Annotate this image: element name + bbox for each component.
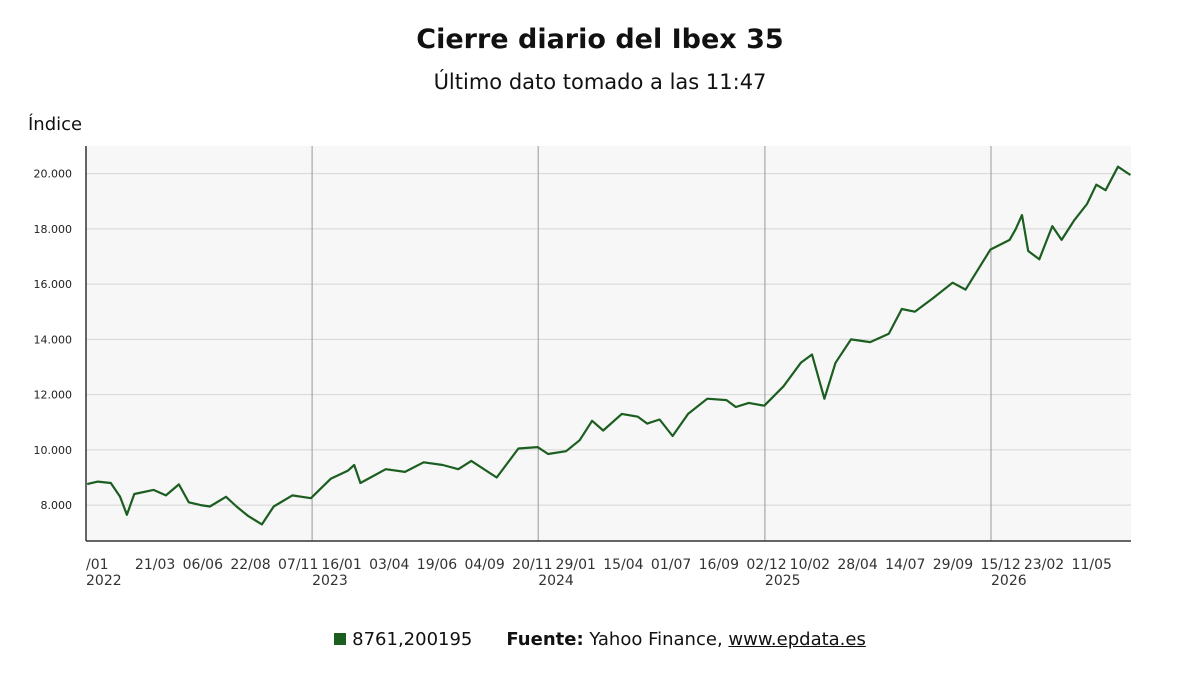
y-tick-label: 10.000 bbox=[34, 444, 73, 457]
x-tick-label: 06/06 bbox=[183, 557, 223, 573]
y-tick-label: 18.000 bbox=[34, 223, 73, 236]
series-line bbox=[86, 165, 1132, 526]
x-tick-label: 02/12 bbox=[746, 557, 786, 573]
x-tick-label: 10/02 bbox=[790, 557, 830, 573]
x-tick-label: 15/04 bbox=[603, 557, 643, 573]
x-tick-label: 28/04 bbox=[837, 557, 877, 573]
y-tick-label: 12.000 bbox=[34, 389, 73, 402]
x-tick-label: 19/06 bbox=[417, 557, 457, 573]
x-year-label: 2025 bbox=[765, 573, 801, 589]
x-tick-label: 04/09 bbox=[464, 557, 504, 573]
x-year-label: 2022 bbox=[86, 573, 122, 589]
x-year-label: 2024 bbox=[538, 573, 574, 589]
source-text: Yahoo Finance, bbox=[589, 629, 723, 650]
legend-label: 8761,200195 bbox=[352, 629, 473, 650]
legend-swatch bbox=[334, 633, 347, 645]
plot-area bbox=[86, 146, 1131, 541]
x-year-label: 2026 bbox=[991, 573, 1027, 589]
x-tick-label: 14/07 bbox=[885, 557, 925, 573]
x-tick-label: 23/02 bbox=[1024, 557, 1064, 573]
source-label: Fuente: bbox=[506, 629, 584, 650]
x-tick-label: 29/01 bbox=[556, 557, 596, 573]
y-axis-label: Índice bbox=[28, 114, 83, 135]
x-tick-label: 20/11 bbox=[512, 557, 552, 573]
x-tick-label: /01 bbox=[86, 557, 109, 573]
chart-footer: 8761,200195 Fuente: Yahoo Finance, www.ep… bbox=[0, 629, 1200, 650]
chart-subtitle: Último dato tomado a las 11:47 bbox=[433, 70, 767, 94]
y-tick-label: 16.000 bbox=[34, 278, 73, 291]
line-chart: 8.000 10.000 12.000 14.000 16.000 18.000 20.00… bbox=[34, 146, 1132, 589]
x-tick-label: 29/09 bbox=[933, 557, 973, 573]
y-tick-label: 14.000 bbox=[34, 333, 73, 346]
x-year-label: 2023 bbox=[312, 573, 348, 589]
chart-title: Cierre diario del Ibex 35 bbox=[416, 24, 784, 55]
x-tick-label: 16/01 bbox=[321, 557, 361, 573]
x-tick-label: 22/08 bbox=[230, 557, 270, 573]
x-tick-label: 16/09 bbox=[699, 557, 739, 573]
source-link[interactable]: www.epdata.es bbox=[728, 629, 866, 650]
x-tick-label: 15/12 bbox=[980, 557, 1020, 573]
x-tick-label: 21/03 bbox=[135, 557, 175, 573]
y-tick-label: 8.000 bbox=[41, 499, 73, 512]
x-tick-label: 11/05 bbox=[1072, 557, 1112, 573]
x-tick-label: 01/07 bbox=[651, 557, 691, 573]
y-tick-label: 20.000 bbox=[34, 168, 73, 181]
x-tick-label: 03/04 bbox=[369, 557, 409, 573]
x-tick-label: 07/11 bbox=[278, 557, 318, 573]
